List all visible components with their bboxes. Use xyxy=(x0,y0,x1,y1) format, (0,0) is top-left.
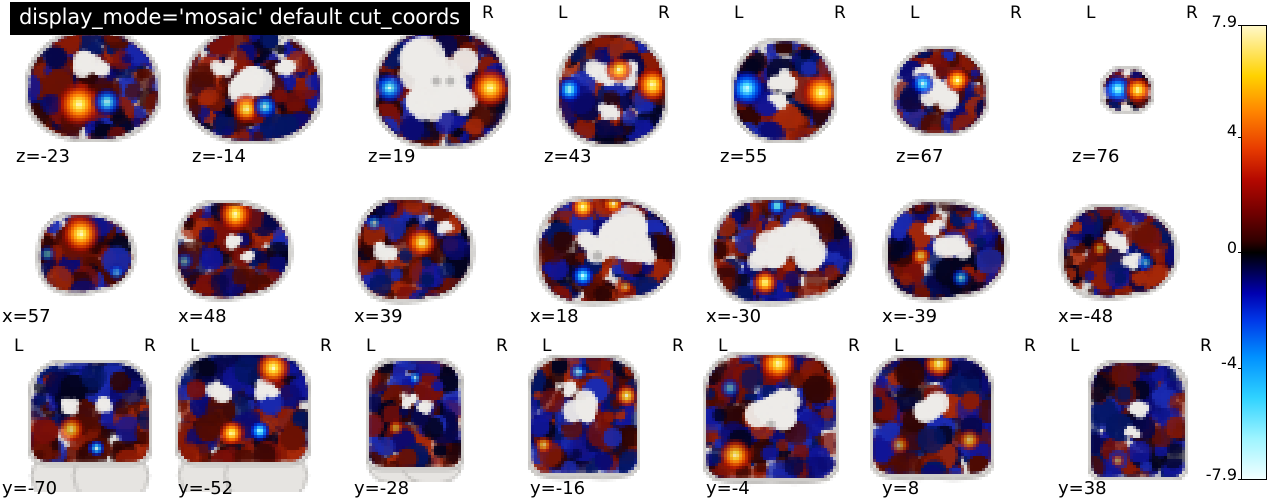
brain-slice-y--16 xyxy=(528,355,640,482)
orientation-label-left: L xyxy=(910,3,920,23)
cut-coordinate-label-x-48: x=48 xyxy=(178,306,227,327)
brain-slice-x-18 xyxy=(533,196,681,307)
cut-coordinate-label-z-55: z=55 xyxy=(720,146,768,167)
cut-coordinate-label-y--70: y=-70 xyxy=(2,478,58,499)
cut-coordinate-label-y--4: y=-4 xyxy=(706,478,750,499)
brain-slice-x--30 xyxy=(708,197,858,307)
cut-coordinate-label-x--39: x=-39 xyxy=(882,306,938,327)
orientation-label-left: L xyxy=(734,3,744,23)
brain-slice-y--70 xyxy=(28,360,152,492)
colorbar-tick-mark xyxy=(1238,368,1241,369)
orientation-label-right: R xyxy=(320,336,332,356)
colorbar-tick-label: -7.9 xyxy=(1205,465,1237,484)
orientation-label-right: R xyxy=(496,336,508,356)
cut-coordinate-label-y-38: y=38 xyxy=(1058,478,1107,499)
brain-slice-z-67 xyxy=(891,46,989,136)
orientation-label-left: L xyxy=(558,3,568,23)
cut-coordinate-label-z-19: z=19 xyxy=(368,146,416,167)
cut-coordinate-label-y--16: y=-16 xyxy=(530,478,586,499)
cut-coordinate-label-z-43: z=43 xyxy=(544,146,592,167)
colorbar-tick-mark xyxy=(1238,25,1241,26)
colorbar-tick-mark xyxy=(1238,479,1241,480)
brain-slice-y-8 xyxy=(870,355,994,483)
cut-coordinate-label-y-8: y=8 xyxy=(882,478,920,499)
cut-coordinate-label-x--30: x=-30 xyxy=(706,306,762,327)
cut-coordinate-label-x--48: x=-48 xyxy=(1058,306,1114,327)
brain-slice-z-19 xyxy=(373,27,511,149)
brain-slice-z--14 xyxy=(183,27,323,144)
cut-coordinate-label-z--14: z=-14 xyxy=(192,146,246,167)
cut-coordinate-label-x-57: x=57 xyxy=(2,306,51,327)
brain-slice-z-55 xyxy=(731,38,837,143)
orientation-label-right: R xyxy=(144,336,156,356)
cut-coordinate-label-z-76: z=76 xyxy=(1072,146,1120,167)
cut-coordinate-label-x-39: x=39 xyxy=(354,306,403,327)
orientation-label-right: R xyxy=(482,3,494,23)
brain-slice-x--48 xyxy=(1058,204,1180,301)
brain-slice-z--23 xyxy=(25,30,161,142)
colorbar xyxy=(1241,25,1267,480)
cut-coordinate-label-x-18: x=18 xyxy=(530,306,579,327)
brain-slice-y-38 xyxy=(1088,360,1188,480)
brain-slice-y--52 xyxy=(175,352,311,492)
colorbar-tick-label: 7.9 xyxy=(1211,12,1237,31)
orientation-label-left: L xyxy=(894,336,904,356)
cut-coordinate-label-z--23: z=-23 xyxy=(16,146,70,167)
colorbar-tick-mark xyxy=(1238,252,1241,253)
orientation-label-left: L xyxy=(366,336,376,356)
figure-title: display_mode='mosaic' default cut_coords xyxy=(10,2,470,36)
colorbar-tick-label: 0 xyxy=(1226,238,1237,257)
orientation-label-left: L xyxy=(1070,336,1080,356)
colorbar-tick-label: 4 xyxy=(1226,121,1237,140)
brain-slice-x-57 xyxy=(35,212,137,296)
brain-slice-x-39 xyxy=(352,197,476,305)
brain-slice-y--4 xyxy=(703,352,839,487)
orientation-label-right: R xyxy=(1200,336,1212,356)
orientation-label-right: R xyxy=(834,3,846,23)
orientation-label-left: L xyxy=(190,336,200,356)
orientation-label-right: R xyxy=(672,336,684,356)
orientation-label-right: R xyxy=(1010,3,1022,23)
brain-slice-z-43 xyxy=(556,32,668,147)
brain-slice-z-76 xyxy=(1100,66,1154,114)
orientation-label-right: R xyxy=(658,3,670,23)
colorbar-tick-label: -4 xyxy=(1221,353,1237,372)
orientation-label-right: R xyxy=(1186,3,1198,23)
brain-slice-x--39 xyxy=(882,199,1010,303)
colorbar-tick-mark xyxy=(1238,137,1241,138)
cut-coordinate-label-y--52: y=-52 xyxy=(178,478,234,499)
orientation-label-left: L xyxy=(14,336,24,356)
orientation-label-left: L xyxy=(1086,3,1096,23)
cut-coordinate-label-y--28: y=-28 xyxy=(354,478,410,499)
brain-slice-x-48 xyxy=(172,200,294,302)
orientation-label-right: R xyxy=(1024,336,1036,356)
cut-coordinate-label-z-67: z=67 xyxy=(896,146,944,167)
brain-slice-y--28 xyxy=(366,358,464,482)
orientation-label-right: R xyxy=(848,336,860,356)
orientation-label-left: L xyxy=(718,336,728,356)
orientation-label-left: L xyxy=(542,336,552,356)
